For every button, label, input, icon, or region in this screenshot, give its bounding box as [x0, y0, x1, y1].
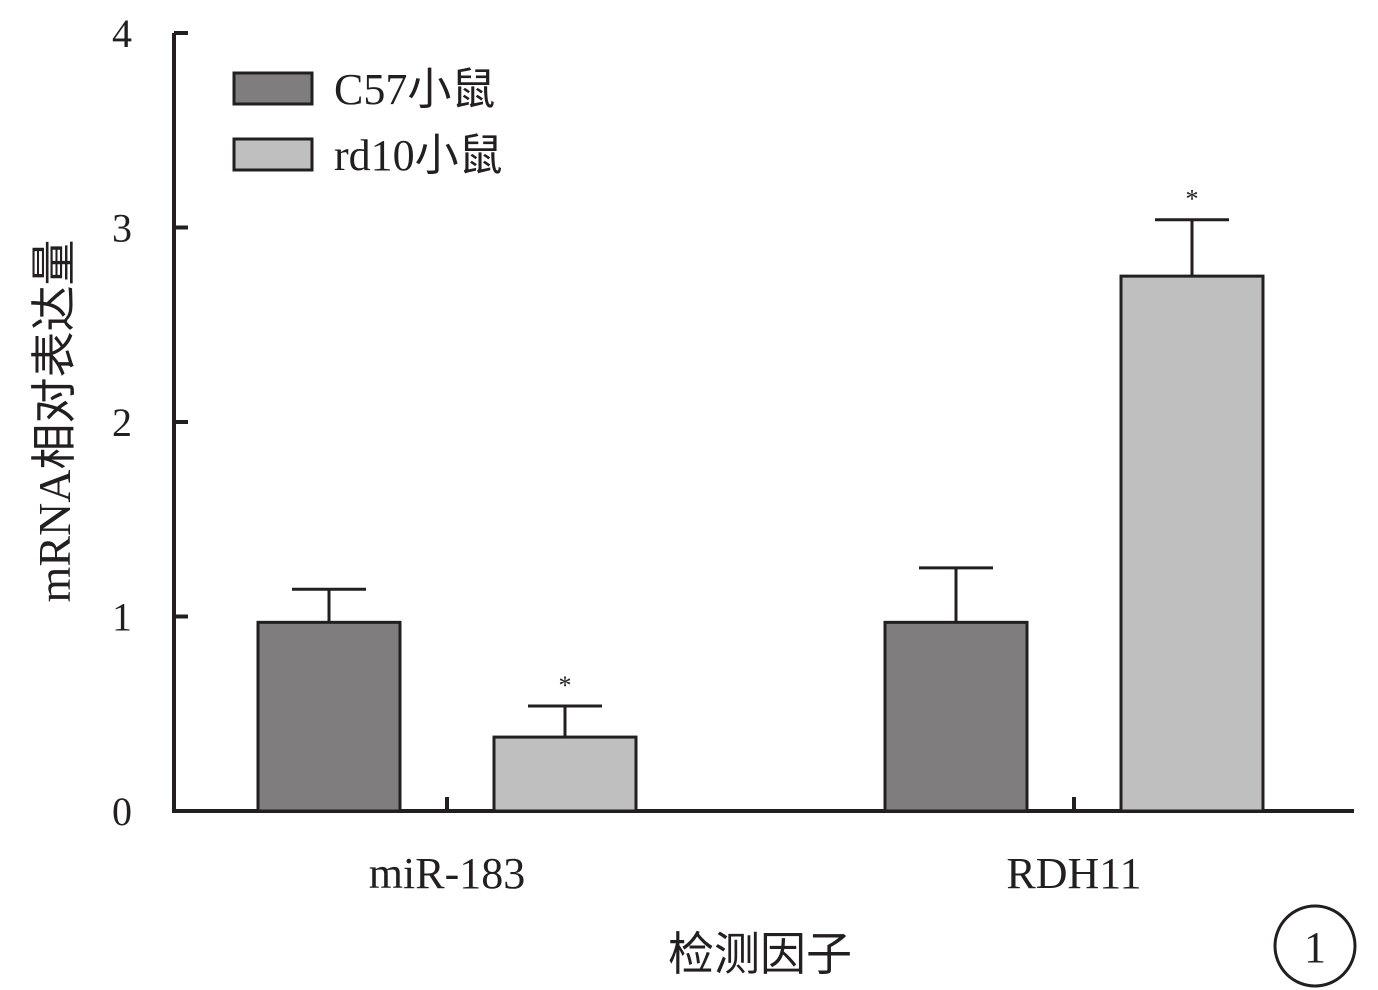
legend: C57小鼠 rd10小鼠	[232, 65, 503, 180]
legend-swatch	[232, 71, 314, 106]
significance-marker: *	[1186, 185, 1199, 214]
legend-swatch	[232, 137, 314, 172]
y-tick-label: 0	[112, 789, 132, 834]
bar	[492, 735, 638, 813]
bar	[256, 620, 402, 813]
bars: **	[256, 185, 1265, 813]
significance-marker: *	[559, 671, 572, 700]
y-tick-label: 3	[112, 206, 132, 251]
legend-label: C57小鼠	[334, 65, 495, 114]
bar	[1119, 274, 1265, 813]
x-tick-label: miR-183	[369, 849, 525, 898]
x-axis-title: 检测因子	[668, 929, 852, 980]
y-tick-label: 4	[112, 11, 132, 56]
panel-number: 1	[1304, 923, 1326, 972]
x-tick-label: RDH11	[1006, 849, 1141, 898]
y-tick-label: 2	[112, 400, 132, 445]
y-tick-label: 1	[112, 595, 132, 640]
legend-label: rd10小鼠	[334, 131, 503, 180]
bar	[883, 620, 1029, 813]
y-axis-title: mRNA相对表达量	[29, 240, 80, 603]
panel-number-circle	[1273, 904, 1357, 988]
